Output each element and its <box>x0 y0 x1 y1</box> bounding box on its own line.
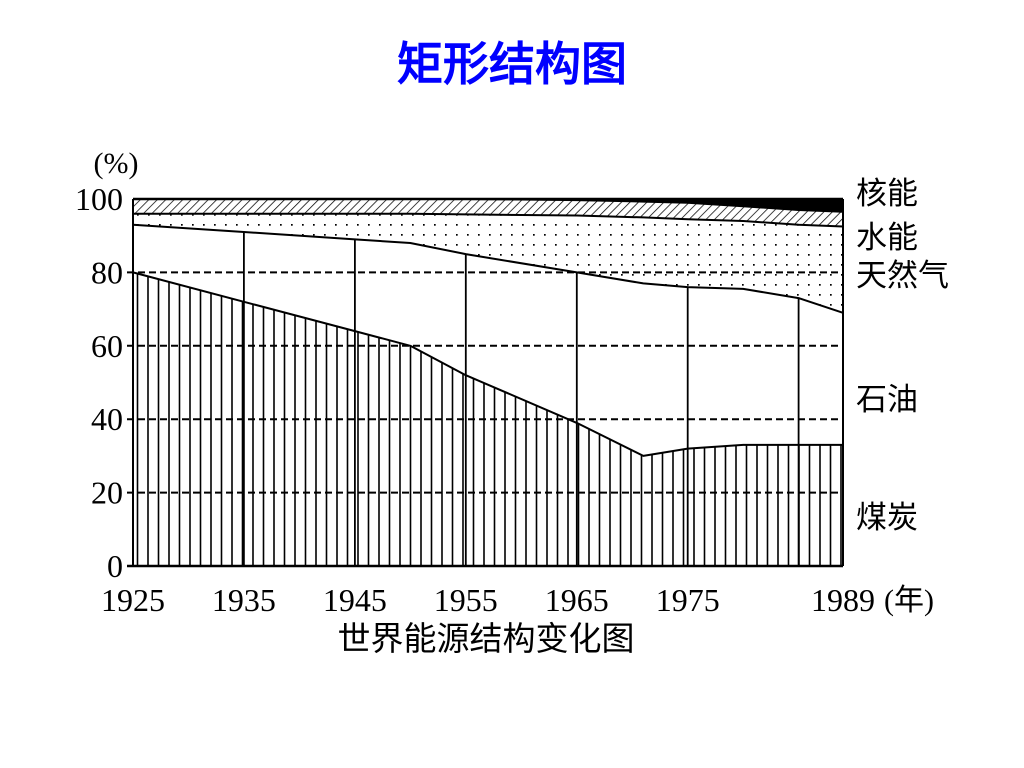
y-tick-label: 60 <box>91 328 123 364</box>
x-tick-label: 1989 <box>811 582 875 618</box>
y-tick-label: 20 <box>91 475 123 511</box>
series-label-coal: 煤炭 <box>856 500 918 536</box>
x-tick-label: 1965 <box>545 582 609 618</box>
slide-title: 矩形结构图 <box>397 37 627 91</box>
y-tick-label: 40 <box>91 401 123 437</box>
chart-caption: 世界能源结构变化图 <box>338 619 635 658</box>
grid-layer <box>127 271 843 494</box>
frame-layer <box>127 197 844 568</box>
x-axis-unit-label: (年) <box>884 584 934 617</box>
series-label-hydro: 水能 <box>856 220 918 256</box>
y-axis-unit-label: (%) <box>94 147 139 180</box>
y-tick-label: 80 <box>91 254 123 290</box>
text-layer: (%) (年) 世界能源结构变化图 0 20 40 60 80 100 1925 1935 19… <box>75 147 949 658</box>
hydro-area <box>133 199 843 227</box>
x-tick-label: 1935 <box>212 582 276 618</box>
x-tick-label: 1945 <box>323 582 387 618</box>
x-tick-label: 1955 <box>434 582 498 618</box>
natural-gas-top-line <box>133 212 844 228</box>
y-tick-label: 100 <box>75 181 123 217</box>
y-tick-label: 0 <box>107 548 123 584</box>
nuclear-area <box>133 199 843 212</box>
series-label-oil: 石油 <box>856 382 918 418</box>
coal-area <box>133 272 843 566</box>
x-tick-label: 1975 <box>656 582 720 618</box>
area-layer <box>133 199 843 566</box>
x-tick-label: 1925 <box>101 582 165 618</box>
natural-gas-area <box>133 213 843 313</box>
series-label-natural-gas: 天然气 <box>856 258 949 294</box>
oil-area <box>133 224 843 456</box>
series-label-nuclear: 核能 <box>856 176 918 212</box>
